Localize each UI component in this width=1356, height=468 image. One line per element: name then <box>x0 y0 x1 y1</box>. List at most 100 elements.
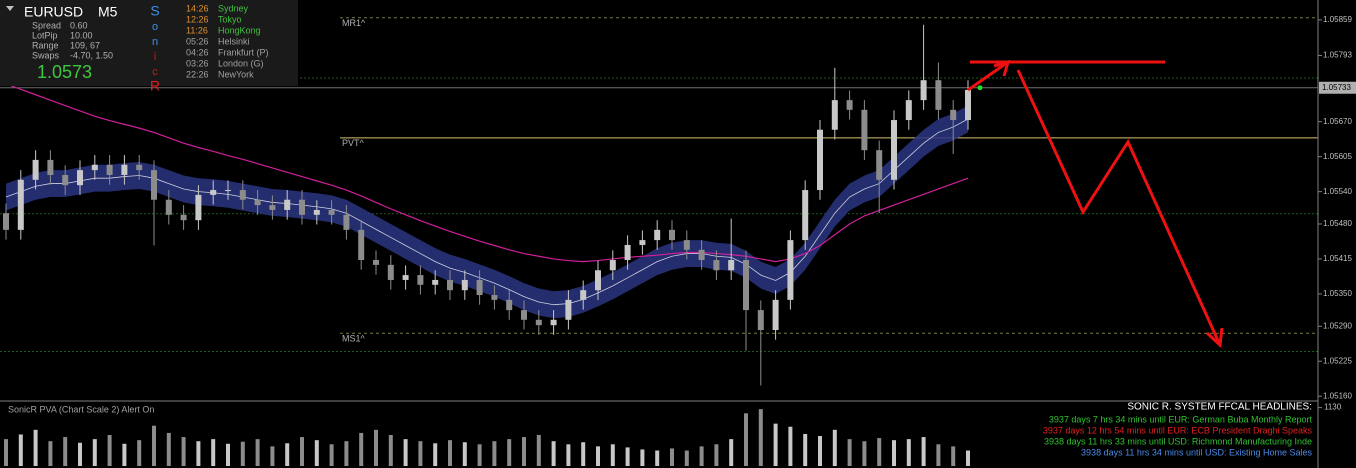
symbol: EURUSD <box>24 4 83 20</box>
volume-bar <box>847 439 852 466</box>
session-time: 22:26 <box>186 69 209 79</box>
volume-bar <box>951 446 956 466</box>
candle-body <box>550 319 557 326</box>
candle-body <box>757 310 764 331</box>
info-label: Swaps <box>32 50 60 60</box>
pivot-label: PVT^ <box>342 138 365 148</box>
candle-body <box>950 109 957 121</box>
candle-body <box>965 89 971 121</box>
pivot-label: MS1^ <box>342 334 366 344</box>
candle-body <box>387 264 394 280</box>
arrow-head <box>1205 327 1224 349</box>
ema-line <box>5 83 969 263</box>
candle-body <box>402 275 409 280</box>
candle-body <box>3 213 9 230</box>
volume-bar <box>92 439 97 466</box>
y-tick-label: 1.05540 <box>1323 187 1352 196</box>
volume-bar <box>477 444 482 466</box>
y-tick-label: 1.05859 <box>1323 15 1352 24</box>
volume-bar <box>581 442 586 466</box>
candle-body <box>432 279 439 285</box>
candle-body <box>876 150 883 180</box>
candle-body <box>121 164 128 175</box>
volume-tick-label: 1130 <box>1324 403 1342 412</box>
candle-body <box>47 159 54 175</box>
y-tick-label: 1.05350 <box>1323 289 1352 298</box>
session-city: Helsinki <box>218 36 250 46</box>
candle-body <box>195 194 202 221</box>
session-city: HongKong <box>218 25 261 35</box>
candle-body <box>935 80 942 110</box>
y-tick-label: 1.05480 <box>1323 219 1352 228</box>
candle-body <box>239 190 246 200</box>
volume-bar <box>699 446 704 466</box>
arrow-annotation <box>967 59 1224 349</box>
volume-bar <box>107 435 112 466</box>
brand-letter: i <box>154 51 156 63</box>
current-price-dot <box>977 85 983 91</box>
collapse-toggle[interactable] <box>6 6 14 11</box>
volume-bar <box>344 441 349 466</box>
volume-bar <box>892 440 896 466</box>
volume-bar <box>18 434 23 466</box>
arrow-head <box>993 59 1011 77</box>
candle-body <box>891 120 897 180</box>
y-tick-label: 1.05670 <box>1323 117 1352 126</box>
volume-bar <box>433 443 438 466</box>
info-label: Range <box>32 40 59 50</box>
candle-body <box>358 229 365 261</box>
candle-body <box>165 199 172 215</box>
session-time: 11:26 <box>186 25 208 35</box>
volume-bar <box>788 426 793 466</box>
volume-bar <box>492 441 497 466</box>
candle-body <box>624 244 631 261</box>
volume-bar <box>773 423 778 466</box>
brand-letter: c <box>152 66 158 78</box>
volume-bar <box>255 439 260 466</box>
brand-letter: o <box>152 21 158 33</box>
volume-bar <box>714 444 719 466</box>
volume-bar <box>803 433 808 466</box>
candle-body <box>772 299 779 331</box>
candle-body <box>17 179 24 230</box>
volume-bar <box>78 442 82 466</box>
y-tick-label: 1.05793 <box>1323 51 1352 60</box>
volume-bar <box>462 442 467 466</box>
volume-bar <box>936 444 941 466</box>
candle-body <box>609 260 616 271</box>
volume-bar <box>551 441 556 466</box>
candle-body <box>802 190 809 241</box>
candle-body <box>639 240 646 245</box>
volume-bar <box>4 439 8 466</box>
volume-bar <box>418 441 423 466</box>
brand-letter: n <box>152 36 158 48</box>
y-tick-label: 1.05605 <box>1323 152 1352 161</box>
session-city: NewYork <box>218 69 254 79</box>
current-price-box <box>1319 81 1356 94</box>
volume-bar <box>507 439 512 466</box>
volume-bar <box>285 443 290 466</box>
volume-bar <box>448 440 452 466</box>
candle-body <box>580 290 587 300</box>
volume-bar <box>329 444 334 466</box>
volume-bar <box>818 436 822 466</box>
candle-body <box>595 270 601 291</box>
candle-body <box>461 279 468 291</box>
volume-bar <box>566 444 571 466</box>
volume-bar <box>877 438 882 466</box>
candle-body <box>91 164 98 171</box>
info-value: 10.00 <box>70 30 93 40</box>
info-label: LotPip <box>32 30 58 40</box>
headlines-title: SONIC R. SYSTEM FFCAL HEADLINES: <box>1127 402 1312 413</box>
session-city: Sydney <box>218 3 249 13</box>
volume-bar <box>684 450 689 466</box>
band-area <box>6 105 968 319</box>
candle-body <box>77 170 83 186</box>
candle-body <box>284 199 291 210</box>
candle-body <box>713 260 720 271</box>
candle-body <box>698 249 705 261</box>
candle-body <box>417 275 424 285</box>
candle-body <box>136 164 143 171</box>
volume-bar <box>625 447 630 466</box>
